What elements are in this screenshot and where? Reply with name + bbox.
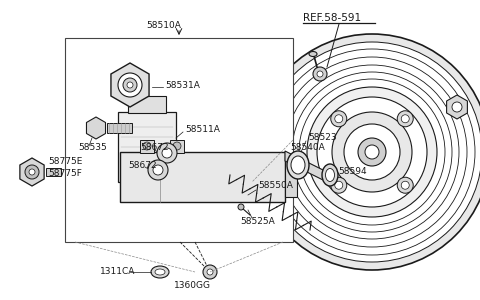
- Text: 58672: 58672: [128, 160, 156, 169]
- Bar: [120, 152, 285, 202]
- Circle shape: [123, 78, 137, 92]
- Bar: [170, 140, 184, 153]
- Circle shape: [203, 265, 217, 279]
- Ellipse shape: [309, 52, 317, 56]
- Circle shape: [277, 57, 467, 247]
- Circle shape: [331, 111, 347, 127]
- Polygon shape: [111, 63, 149, 107]
- Bar: [118, 112, 176, 182]
- Circle shape: [25, 165, 39, 179]
- Circle shape: [397, 177, 413, 193]
- Text: 58510A: 58510A: [146, 22, 181, 31]
- Bar: [128, 96, 166, 113]
- Ellipse shape: [151, 266, 169, 278]
- Circle shape: [332, 112, 412, 192]
- Polygon shape: [446, 95, 468, 119]
- Text: 58525A: 58525A: [240, 218, 275, 226]
- Circle shape: [335, 181, 343, 189]
- Circle shape: [317, 97, 427, 207]
- Bar: [285, 157, 297, 197]
- Text: 1360GG: 1360GG: [173, 280, 211, 290]
- Polygon shape: [20, 158, 44, 186]
- Text: 58531A: 58531A: [165, 80, 200, 89]
- Bar: [140, 140, 154, 153]
- Polygon shape: [86, 117, 106, 139]
- Text: 58523: 58523: [308, 134, 336, 142]
- Circle shape: [299, 79, 445, 225]
- Circle shape: [358, 138, 386, 166]
- Circle shape: [173, 142, 181, 150]
- Circle shape: [313, 67, 327, 81]
- Text: 58775F: 58775F: [48, 169, 82, 178]
- Circle shape: [365, 145, 379, 159]
- Circle shape: [148, 160, 168, 180]
- Circle shape: [317, 71, 323, 77]
- Text: 58594: 58594: [338, 167, 367, 176]
- Circle shape: [157, 143, 177, 163]
- Bar: [252, 162, 272, 172]
- Ellipse shape: [325, 169, 335, 182]
- Circle shape: [254, 34, 480, 270]
- Bar: [46, 168, 61, 176]
- Ellipse shape: [287, 151, 309, 179]
- Circle shape: [162, 148, 172, 158]
- Bar: [252, 132, 272, 142]
- Ellipse shape: [155, 269, 165, 275]
- Polygon shape: [285, 151, 323, 180]
- Text: 58550A: 58550A: [258, 181, 293, 190]
- Circle shape: [207, 269, 213, 275]
- Circle shape: [335, 115, 343, 123]
- Circle shape: [262, 42, 480, 262]
- Circle shape: [118, 73, 142, 97]
- Circle shape: [401, 181, 409, 189]
- Text: 58672: 58672: [140, 143, 168, 152]
- Circle shape: [292, 72, 452, 232]
- Circle shape: [29, 169, 35, 175]
- Circle shape: [238, 204, 244, 210]
- Bar: [107, 123, 132, 133]
- Circle shape: [307, 87, 437, 217]
- Circle shape: [397, 111, 413, 127]
- Bar: [244, 102, 258, 202]
- Text: REF.58-591: REF.58-591: [303, 13, 361, 23]
- Circle shape: [344, 124, 400, 180]
- Bar: [65, 38, 293, 242]
- Circle shape: [285, 65, 459, 239]
- Circle shape: [153, 165, 163, 175]
- Text: 58511A: 58511A: [185, 125, 220, 134]
- Circle shape: [401, 115, 409, 123]
- Circle shape: [269, 49, 475, 255]
- Text: 58535: 58535: [78, 143, 107, 152]
- Text: 1311CA: 1311CA: [100, 268, 135, 277]
- Text: 58540A: 58540A: [290, 143, 325, 152]
- Circle shape: [143, 142, 151, 150]
- Ellipse shape: [322, 164, 338, 186]
- Text: 58775E: 58775E: [48, 158, 83, 166]
- Circle shape: [452, 102, 462, 112]
- Ellipse shape: [291, 156, 305, 174]
- Circle shape: [127, 82, 133, 88]
- Circle shape: [331, 177, 347, 193]
